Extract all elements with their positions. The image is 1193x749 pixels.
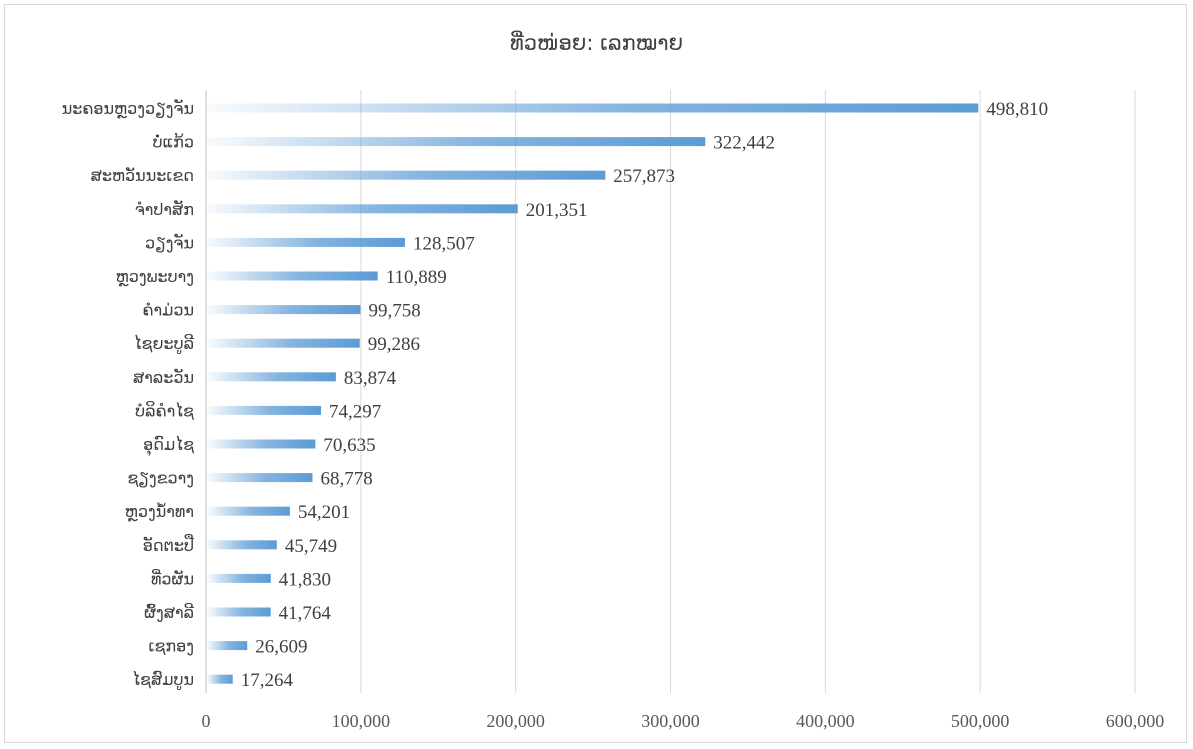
category-label: ໄຊສົມບູນ xyxy=(132,670,194,690)
gridlines xyxy=(205,90,1136,693)
data-label: 498,810 xyxy=(986,99,1048,120)
data-label: 26,609 xyxy=(255,637,307,658)
data-label: 99,758 xyxy=(368,301,420,322)
category-label: ຫຼວງນ້ຳທາ xyxy=(125,502,194,521)
data-label: 17,264 xyxy=(241,670,294,691)
category-label: ທີ່ວຜັນ xyxy=(151,569,194,588)
data-label: 128,507 xyxy=(413,233,475,254)
x-tick-label: 300,000 xyxy=(641,711,700,731)
x-tick-label: 0 xyxy=(202,711,211,731)
category-label: ນະຄອນຫຼວງວຽງຈັນ xyxy=(62,99,194,118)
bar xyxy=(207,473,313,483)
data-label: 41,830 xyxy=(279,569,331,590)
data-label: 70,635 xyxy=(323,435,375,456)
bar xyxy=(207,405,322,415)
category-label: ເຊກອງ xyxy=(148,637,194,656)
x-tick-label: 100,000 xyxy=(332,711,391,731)
category-label: ໄຊຍະບູລີ xyxy=(134,334,194,354)
category-label: ຄຳມ່ວນ xyxy=(142,301,194,320)
data-label: 54,201 xyxy=(298,502,350,523)
chart-frame: ທີ່ວໜ່ອຍ: ເລກໝາຍ xyxy=(4,4,1187,743)
bar xyxy=(207,439,316,449)
category-label: ຈຳປາສັກ xyxy=(135,200,194,219)
category-label: ສາລະວັນ xyxy=(133,368,194,387)
x-tick-label: 600,000 xyxy=(1106,711,1165,731)
bars xyxy=(207,103,979,684)
category-label: ອັດຕະປື xyxy=(143,534,194,555)
data-label: 83,874 xyxy=(344,368,397,389)
x-tick-label: 200,000 xyxy=(486,711,545,731)
bar xyxy=(207,607,271,617)
bar xyxy=(207,573,271,583)
bar xyxy=(207,641,248,651)
bar xyxy=(207,204,518,214)
category-label: ວຽງຈັນ xyxy=(145,233,194,252)
category-label: ຜົ້ງສາລີ xyxy=(144,603,194,622)
data-label: 99,286 xyxy=(368,334,420,355)
labels: 0 100,000 200,000 300,000 400,000 500,000 600,… xyxy=(62,99,1165,731)
category-label: ອຸດົມໄຊ xyxy=(143,435,195,456)
data-label: 74,297 xyxy=(329,401,381,422)
bar xyxy=(207,506,290,516)
bar xyxy=(207,540,277,550)
x-tick-label: 400,000 xyxy=(796,711,855,731)
bar xyxy=(207,103,979,113)
category-label: ຊຽງຂວາງ xyxy=(127,469,194,488)
bar xyxy=(207,674,233,684)
category-label: ສະຫວັນນະເຂດ xyxy=(91,166,194,185)
bar xyxy=(207,338,360,348)
bar xyxy=(207,305,361,315)
data-label: 257,873 xyxy=(613,166,675,187)
bar xyxy=(207,271,378,281)
data-label: 201,351 xyxy=(526,200,588,221)
x-tick-label: 500,000 xyxy=(951,711,1010,731)
bar xyxy=(207,137,706,147)
data-label: 322,442 xyxy=(713,133,775,154)
chart-title: ທີ່ວໜ່ອຍ: ເລກໝາຍ xyxy=(509,31,684,55)
data-label: 45,749 xyxy=(285,536,337,557)
category-label: ບໍລິຄຳໄຊ xyxy=(135,401,195,420)
data-label: 41,764 xyxy=(279,603,332,624)
bar xyxy=(207,372,336,382)
data-label: 110,889 xyxy=(386,267,447,288)
category-label: ຫຼວງພະບາງ xyxy=(116,267,194,286)
bar xyxy=(207,237,405,247)
category-label: ບໍ່ແກ້ວ xyxy=(153,133,194,152)
data-label: 68,778 xyxy=(320,469,372,490)
bar xyxy=(207,170,606,180)
